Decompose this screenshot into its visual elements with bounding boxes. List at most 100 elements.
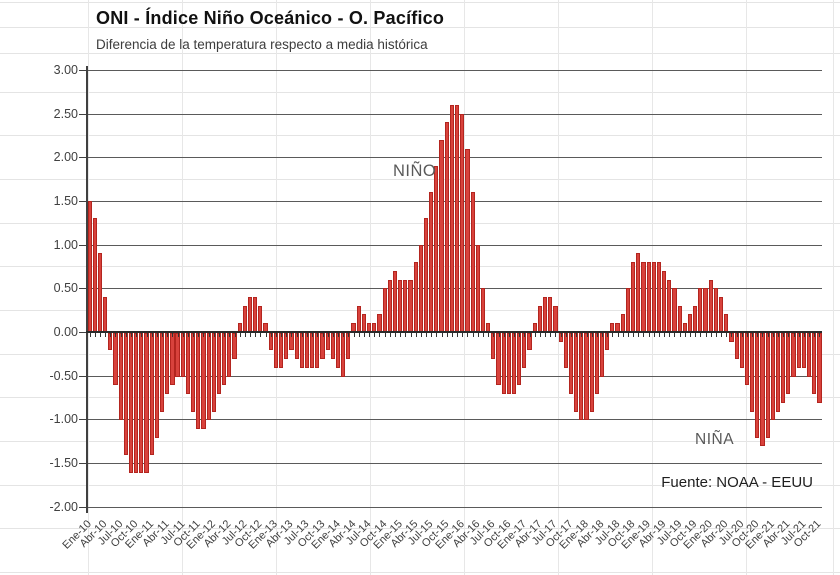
background-gridline-h (0, 484, 840, 486)
background-gridline-h (0, 2, 840, 3)
x-axis-month-tick (555, 332, 557, 338)
x-axis-month-tick (219, 332, 220, 338)
x-axis-month-tick (627, 332, 629, 338)
oni-bar (765, 332, 770, 438)
x-axis-month-tick (648, 332, 650, 338)
oni-bar (222, 332, 227, 386)
oni-bar (97, 253, 103, 332)
background-gridline-h (0, 135, 840, 137)
background-gridline-h (0, 353, 840, 355)
oni-bar (377, 314, 382, 332)
oni-bar (687, 314, 693, 332)
oni-bar (279, 332, 284, 368)
oni-bar (341, 332, 346, 377)
x-axis-month-tick (410, 332, 412, 338)
oni-bar (227, 332, 232, 377)
x-axis-month-tick (208, 332, 210, 338)
x-axis-month-tick (462, 332, 464, 338)
oni-bar (429, 192, 434, 332)
oni-bar (455, 104, 460, 332)
oni-bar (258, 305, 263, 332)
oni-bar (449, 104, 454, 332)
oni-bar (159, 332, 165, 412)
oni-bar (356, 305, 361, 332)
oni-bar (511, 332, 517, 395)
x-axis-month-tick (664, 332, 666, 338)
oni-bar (636, 253, 641, 332)
oni-bar (315, 332, 320, 368)
x-axis-month-tick (493, 332, 495, 338)
x-axis-month-tick (529, 332, 531, 338)
x-axis-month-tick (151, 332, 153, 338)
background-gridline-h (0, 572, 840, 574)
oni-bar (403, 279, 408, 332)
x-axis-month-tick (602, 332, 604, 338)
oni-bar (103, 297, 108, 332)
oni-bar (563, 332, 568, 368)
x-axis-month-tick (306, 332, 308, 338)
background-gridline-h (0, 27, 840, 28)
x-axis-month-tick (99, 332, 101, 338)
x-axis-month-tick (669, 332, 671, 338)
oni-bar (806, 332, 812, 377)
x-axis-month-tick (156, 332, 158, 338)
gridline (86, 157, 822, 159)
x-axis-month-tick (498, 332, 500, 338)
oni-bar (605, 332, 610, 351)
x-axis-month-tick (508, 332, 510, 338)
oni-bar (677, 305, 682, 332)
oni-bar (537, 305, 542, 332)
oni-bar (517, 332, 522, 386)
oni-bar (144, 332, 149, 473)
y-axis-label: 3.00 (53, 63, 78, 77)
oni-bar (548, 297, 553, 332)
gridline (86, 419, 822, 421)
background-gridline-h (0, 53, 840, 54)
oni-bar (791, 332, 796, 377)
oni-bar (786, 332, 791, 395)
oni-bar (128, 332, 134, 473)
x-axis-month-tick (591, 332, 593, 338)
gridline (86, 462, 822, 464)
x-axis-month-tick (394, 332, 396, 338)
oni-bar (418, 244, 423, 332)
x-axis-month-tick (503, 332, 505, 338)
x-axis-month-tick (312, 332, 314, 338)
x-axis-month-tick (250, 332, 252, 338)
x-axis-month-tick (105, 332, 107, 338)
oni-bar (398, 279, 403, 332)
x-axis-month-tick (239, 332, 241, 338)
x-axis-month-tick (545, 332, 547, 338)
x-axis-month-tick (431, 332, 433, 338)
background-gridline-h (0, 441, 840, 443)
y-axis-line (86, 66, 88, 513)
y-axis-label: -1.00 (49, 412, 79, 427)
x-axis-month-tick (348, 332, 350, 338)
x-axis-month-tick (379, 332, 381, 338)
oni-bar (620, 314, 625, 332)
oni-bar (392, 270, 398, 332)
oni-bar (801, 332, 806, 368)
oni-bar (703, 288, 708, 332)
oni-bar (651, 262, 656, 332)
x-axis-month-tick (115, 332, 117, 338)
x-axis-month-tick (726, 332, 728, 338)
oni-bar (113, 332, 118, 386)
oni-bar (273, 332, 279, 368)
x-axis-month-tick (353, 332, 355, 338)
oni-bar (713, 288, 718, 332)
x-axis-month-tick (291, 332, 293, 338)
x-axis-month-tick (752, 332, 754, 338)
x-axis-month-tick (167, 332, 169, 338)
x-axis-month-tick (332, 332, 334, 338)
x-axis-month-tick (110, 332, 112, 338)
oni-bar (750, 332, 755, 412)
background-gridline-h (0, 179, 840, 181)
oni-bar (175, 332, 180, 377)
oni-bar (335, 332, 341, 368)
x-axis-month-tick (420, 332, 422, 338)
y-axis-tick (79, 70, 86, 71)
x-axis-month-tick (560, 332, 562, 338)
x-axis-month-tick (363, 332, 365, 338)
oni-bar (812, 332, 817, 395)
